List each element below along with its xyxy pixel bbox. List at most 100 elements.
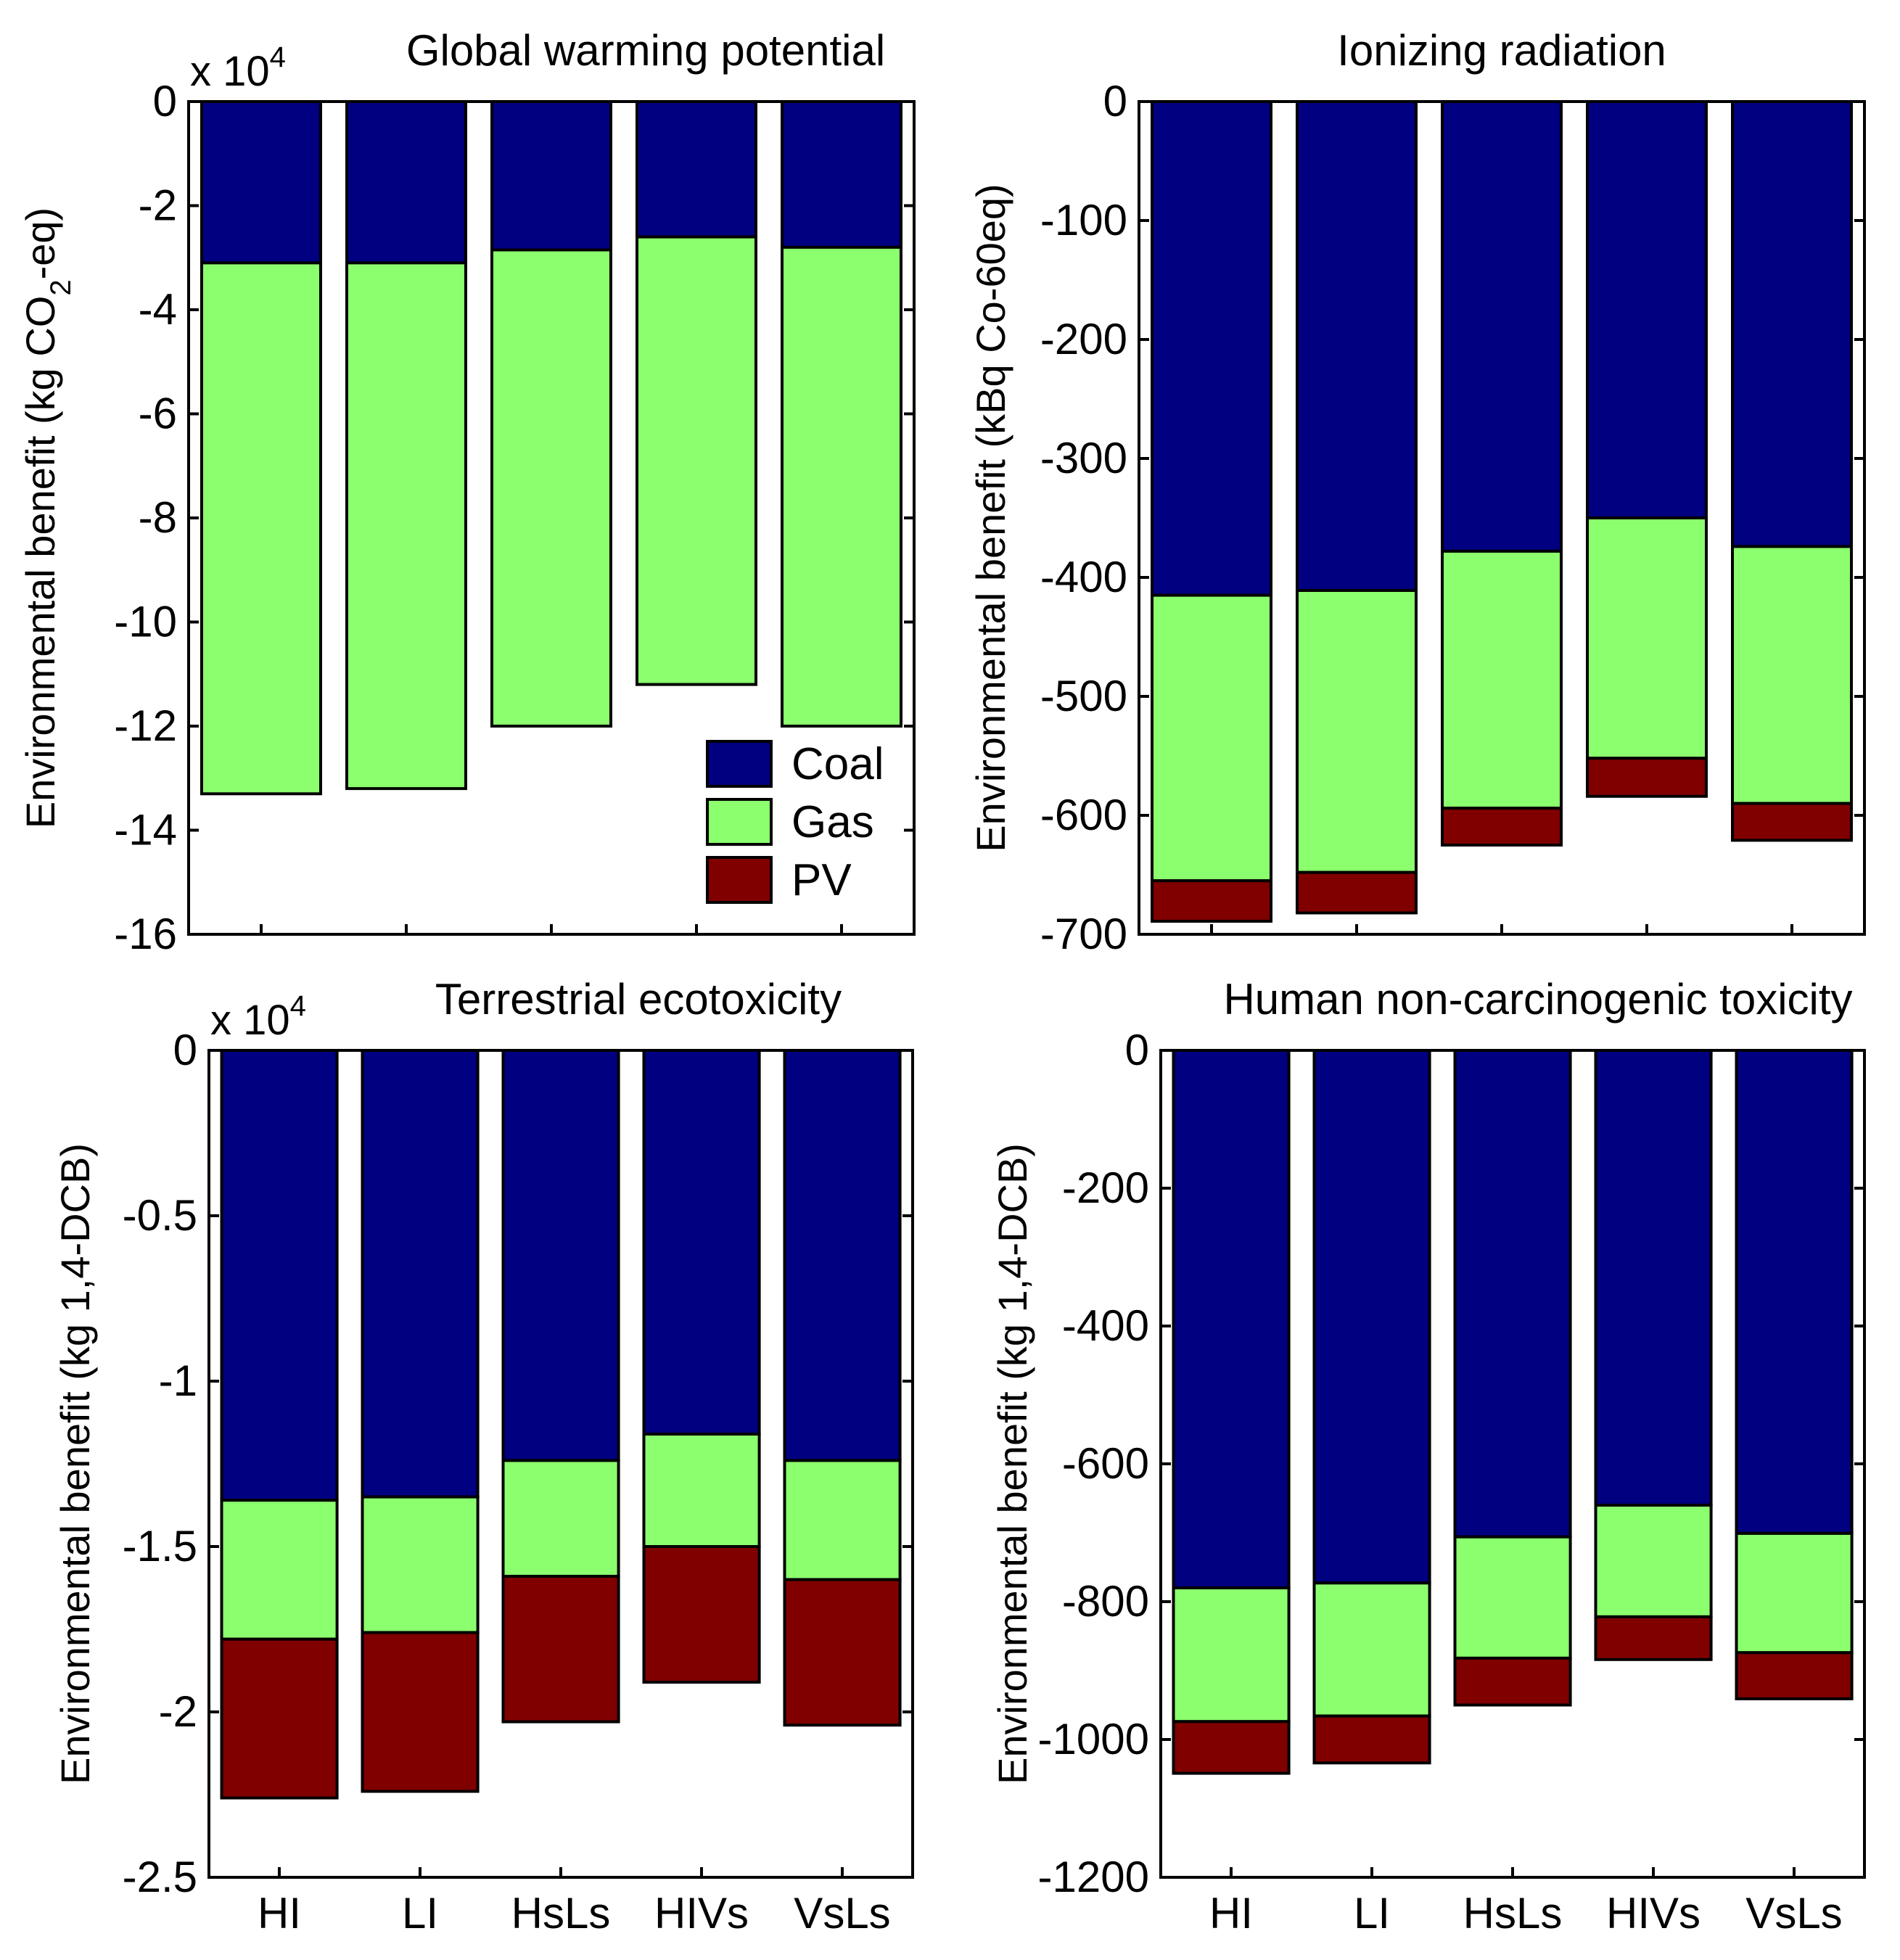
- bar-gas-vsls: [781, 245, 902, 728]
- bar-pv-hsls: [1441, 807, 1563, 847]
- bar-gas-hivs: [1586, 516, 1708, 760]
- x-tick-label: LI: [402, 1889, 438, 1938]
- chart-panel-3: 0 -0.5 -1 -1.5 -2 -2.5 HI LI HsLs HIVs VsLs Terrest…: [52, 975, 914, 1938]
- y-tick-label: -16: [114, 910, 177, 958]
- bar-coal-hsls: [490, 100, 612, 252]
- y-tick-label: -6: [139, 390, 177, 438]
- axis-multiplier-base: x 10: [190, 48, 270, 95]
- bar-gas-hsls: [501, 1459, 620, 1578]
- y-tick-label: -400: [1062, 1301, 1149, 1350]
- bar-pv-vsls: [783, 1578, 902, 1727]
- bar-gas-vsls: [783, 1459, 902, 1581]
- y-tick-label: -8: [139, 493, 177, 542]
- bar-coal-hivs: [642, 1049, 761, 1436]
- bar-pv-hi: [220, 1637, 339, 1800]
- bar-coal-li: [1312, 1049, 1431, 1585]
- bar-pv-hi: [1172, 1720, 1291, 1775]
- axis-multiplier-base: x 10: [210, 997, 290, 1044]
- bar-pv-hsls: [1453, 1656, 1572, 1707]
- y-tick-label: -700: [1040, 910, 1127, 958]
- bar-coal-hivs: [636, 100, 757, 239]
- y-tick-label: -12: [114, 701, 177, 750]
- bar-gas-hivs: [642, 1433, 761, 1548]
- bar-pv-li: [1312, 1714, 1431, 1765]
- bar-gas-li: [345, 261, 467, 791]
- bar-gas-vsls: [1735, 1531, 1854, 1655]
- legend-label-pv: PV: [791, 855, 852, 905]
- x-tick-label: LI: [1354, 1889, 1390, 1938]
- y-tick-label: -2.5: [123, 1853, 197, 1901]
- legend-label-gas: Gas: [791, 797, 874, 847]
- x-tick-label: HI: [258, 1889, 301, 1938]
- chart-title: Terrestrial ecotoxicity: [435, 975, 842, 1024]
- bar-pv-vsls: [1735, 1651, 1854, 1700]
- bar-coal-hi: [200, 100, 322, 265]
- bar-coal-hivs: [1594, 1049, 1713, 1507]
- y-tick-label: 0: [173, 1026, 197, 1074]
- bar-pv-hi: [1151, 879, 1272, 923]
- y-tick-label: -14: [114, 806, 177, 855]
- bar-coal-li: [345, 100, 467, 265]
- y-tick-label: -600: [1062, 1439, 1149, 1488]
- bar-gas-vsls: [1731, 545, 1853, 805]
- legend: Coal Gas PV: [706, 739, 884, 905]
- x-tick-label: HI: [1209, 1889, 1253, 1938]
- bar-coal-hsls: [501, 1049, 620, 1462]
- chart-title: Human non-carcinogenic toxicity: [1223, 975, 1852, 1024]
- bar-coal-vsls: [1731, 100, 1853, 548]
- bar-gas-hi: [200, 261, 322, 796]
- bar-pv-hivs: [1594, 1615, 1713, 1661]
- bar-gas-hsls: [490, 248, 612, 728]
- y-tick-label: -1: [159, 1356, 197, 1405]
- legend-label-coal: Coal: [791, 739, 884, 789]
- x-tick-label: VsLs: [1745, 1889, 1842, 1938]
- y-tick-label: -300: [1040, 434, 1127, 482]
- bar-gas-li: [1312, 1581, 1431, 1718]
- bar-pv-vsls: [1731, 802, 1853, 842]
- x-tick-label: HsLs: [511, 1889, 611, 1938]
- x-tick-label: HIVs: [654, 1889, 749, 1938]
- legend-swatch-pv: [706, 856, 773, 904]
- chart-panel-1: 0 -2 -4 -6 -8 -10 -12 -14 -16 Global warming pote…: [17, 26, 916, 958]
- legend-swatch-gas: [706, 798, 773, 846]
- y-axis-label-part: Environmental benefit (kBq Co-60eq): [968, 184, 1013, 852]
- bar-gas-hi: [1172, 1586, 1291, 1724]
- bar-coal-hi: [220, 1049, 339, 1502]
- y-axis-label-part: Environmental benefit (kg CO: [17, 296, 63, 829]
- y-tick-label: -400: [1040, 553, 1127, 601]
- bar-pv-hivs: [1586, 757, 1708, 798]
- legend-swatch-coal: [706, 740, 773, 788]
- bar-coal-vsls: [783, 1049, 902, 1462]
- axis-multiplier-exponent: 4: [290, 990, 306, 1022]
- bar-pv-li: [361, 1631, 480, 1793]
- y-tick-label: -4: [139, 285, 177, 334]
- bar-gas-hi: [1151, 593, 1272, 883]
- bar-coal-li: [361, 1049, 480, 1499]
- y-tick-label: -600: [1040, 791, 1127, 839]
- y-tick-label: 0: [1125, 1026, 1149, 1074]
- y-axis-label: Environmental benefit (kg 1,4-DCB): [990, 1143, 1035, 1784]
- y-tick-label: -800: [1062, 1577, 1149, 1626]
- y-axis-label-part: -eq): [17, 207, 63, 280]
- bar-gas-hivs: [636, 235, 757, 686]
- chart-title: Ionizing radiation: [1337, 26, 1666, 75]
- bar-coal-li: [1296, 100, 1418, 592]
- bar-gas-hi: [220, 1499, 339, 1641]
- bar-coal-hsls: [1441, 100, 1563, 553]
- y-tick-label: -200: [1062, 1164, 1149, 1212]
- y-tick-label: -0.5: [123, 1191, 197, 1240]
- bar-gas-li: [1296, 589, 1418, 874]
- bar-pv-hivs: [642, 1545, 761, 1684]
- y-axis-label: Environmental benefit (kBq Co-60eq): [968, 184, 1013, 852]
- y-tick-label: -1000: [1038, 1715, 1149, 1763]
- y-tick-label: 0: [1103, 77, 1127, 125]
- bar-pv-li: [1296, 870, 1418, 915]
- chart-panel-2: 0 -100 -200 -300 -400 -500 -600 -700 Ionizing ra…: [968, 26, 1866, 958]
- y-tick-label: -100: [1040, 196, 1127, 244]
- x-tick-label: HsLs: [1463, 1889, 1563, 1938]
- bar-coal-hsls: [1453, 1049, 1572, 1539]
- y-tick-label: 0: [153, 77, 177, 125]
- y-tick-label: -2: [159, 1687, 197, 1736]
- y-tick-label: -1.5: [123, 1522, 197, 1570]
